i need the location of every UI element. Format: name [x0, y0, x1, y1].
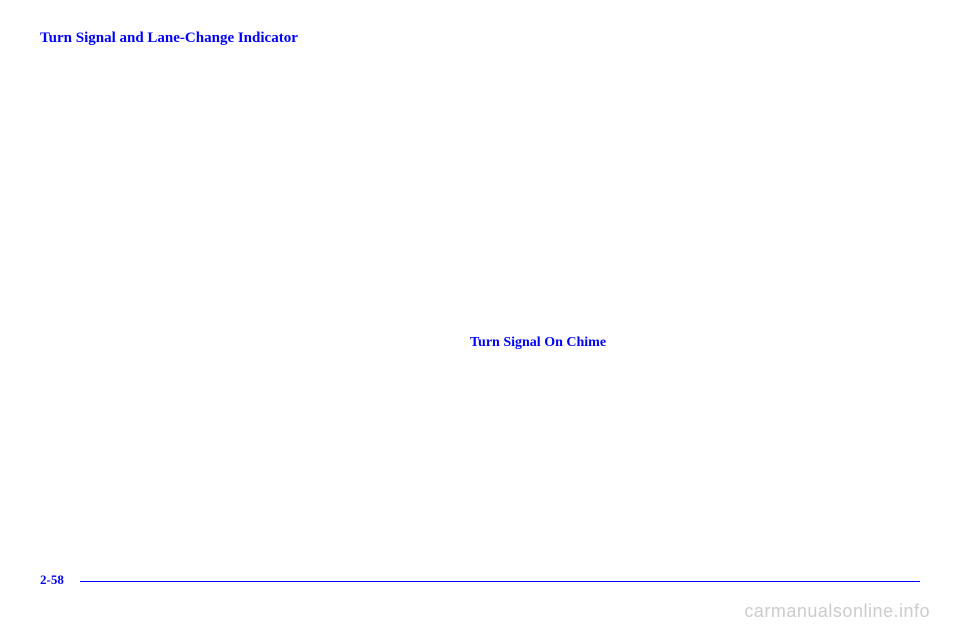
section-heading-sub: Turn Signal On Chime	[470, 335, 606, 351]
watermark-text: carmanualsonline.info	[744, 601, 930, 622]
section-heading-main: Turn Signal and Lane-Change Indicator	[40, 30, 920, 47]
manual-page: Turn Signal and Lane-Change Indicator Tu…	[0, 0, 960, 640]
page-number: 2-58	[40, 572, 64, 588]
footer-divider	[80, 581, 920, 582]
